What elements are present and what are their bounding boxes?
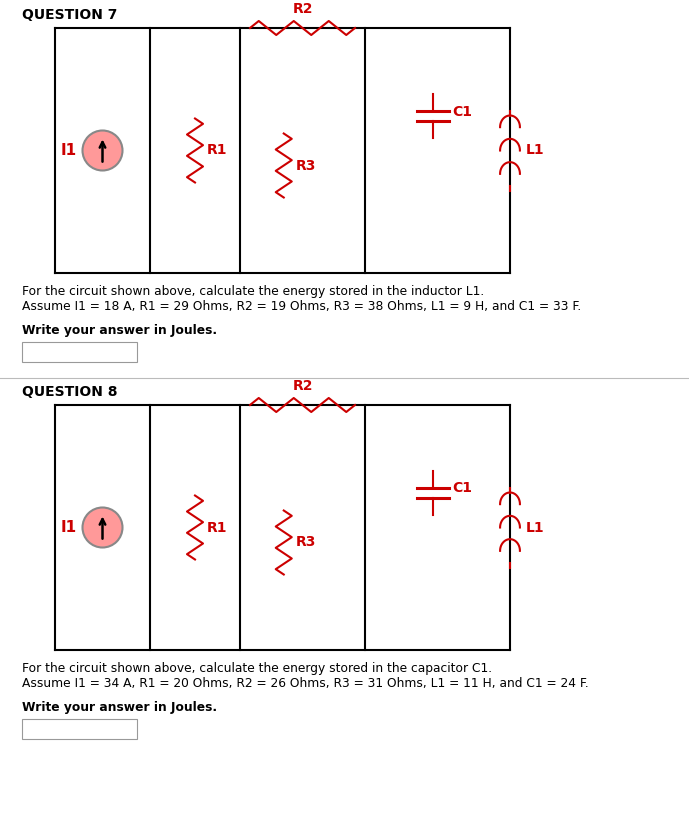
Text: L1: L1 [526, 520, 544, 534]
Text: QUESTION 7: QUESTION 7 [22, 8, 117, 22]
Text: Assume I1 = 18 A, R1 = 29 Ohms, R2 = 19 Ohms, R3 = 38 Ohms, L1 = 9 H, and C1 = 3: Assume I1 = 18 A, R1 = 29 Ohms, R2 = 19 … [22, 300, 582, 313]
Text: Write your answer in Joules.: Write your answer in Joules. [22, 701, 217, 714]
Text: QUESTION 8: QUESTION 8 [22, 385, 118, 399]
Text: I1: I1 [61, 143, 76, 158]
Text: R1: R1 [207, 520, 227, 534]
Text: C1: C1 [453, 105, 473, 118]
Text: C1: C1 [453, 482, 473, 496]
Text: For the circuit shown above, calculate the energy stored in the capacitor C1.: For the circuit shown above, calculate t… [22, 662, 492, 675]
Text: Assume I1 = 34 A, R1 = 20 Ohms, R2 = 26 Ohms, R3 = 31 Ohms, L1 = 11 H, and C1 = : Assume I1 = 34 A, R1 = 20 Ohms, R2 = 26 … [22, 677, 588, 690]
Text: For the circuit shown above, calculate the energy stored in the inductor L1.: For the circuit shown above, calculate t… [22, 285, 484, 298]
Bar [22, 719, 137, 739]
Text: R1: R1 [207, 143, 227, 158]
Text: I1: I1 [61, 520, 76, 535]
Text: R3: R3 [296, 535, 316, 550]
Text: Write your answer in Joules.: Write your answer in Joules. [22, 324, 217, 337]
Text: R2: R2 [292, 379, 313, 393]
Text: L1: L1 [526, 143, 544, 158]
Circle shape [83, 508, 123, 548]
Bar [22, 342, 137, 362]
Text: R2: R2 [292, 2, 313, 16]
Circle shape [83, 131, 123, 170]
Text: R3: R3 [296, 159, 316, 173]
